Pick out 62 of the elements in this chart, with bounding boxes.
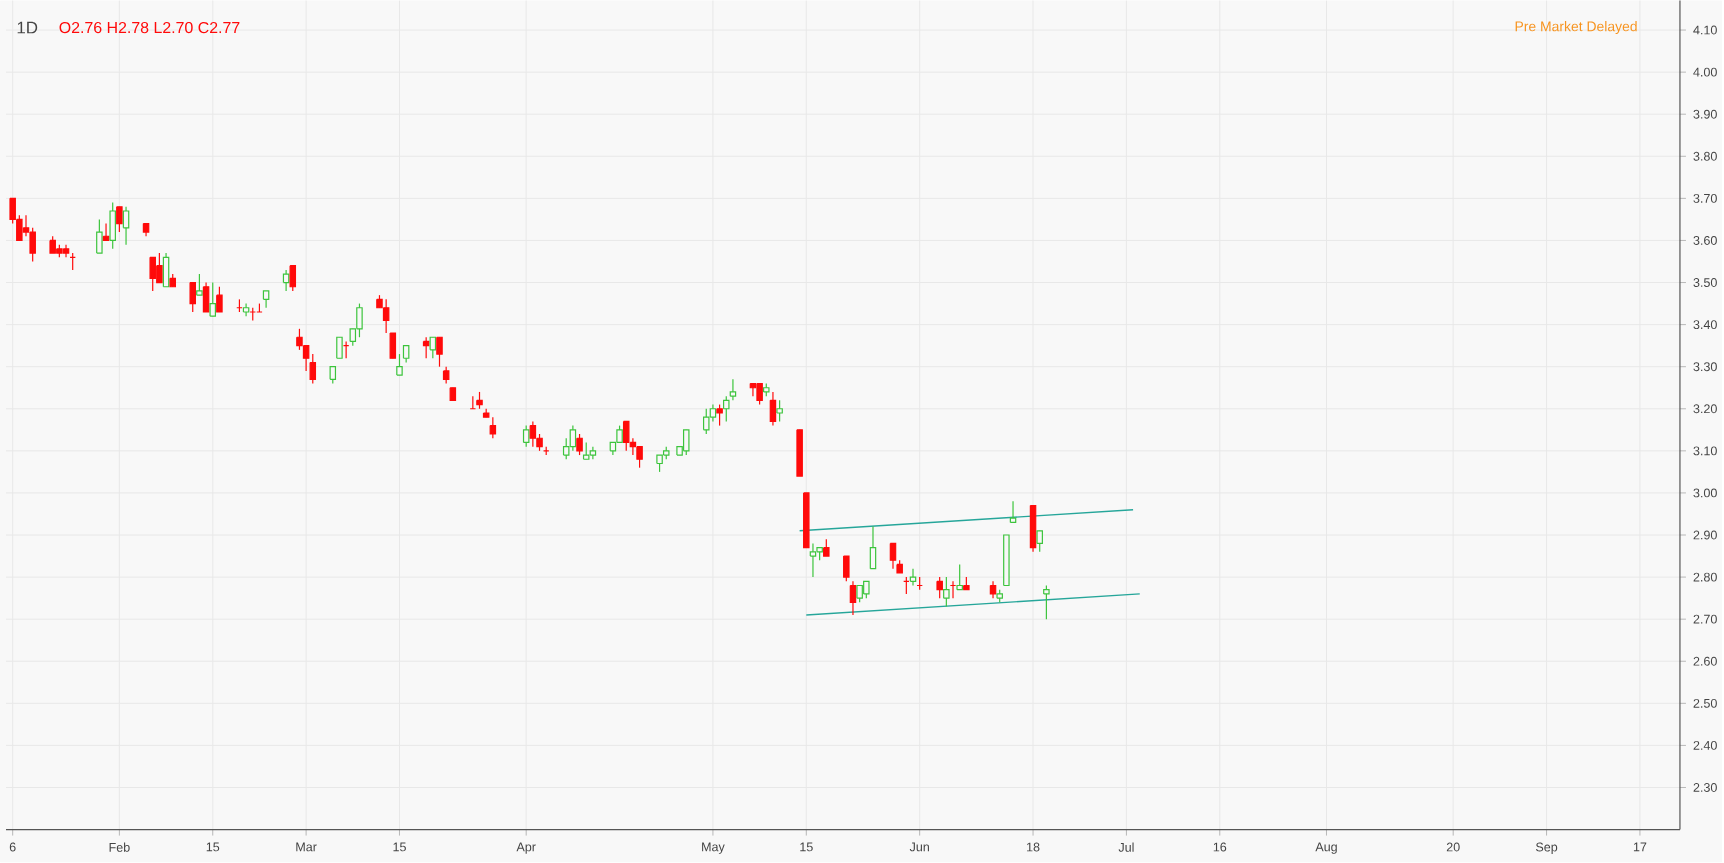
x-tick-label: Sep (1535, 842, 1558, 855)
y-tick-label: 2.30 (1693, 783, 1717, 793)
y-tick-label: 2.70 (1693, 614, 1717, 624)
x-tick-label: 15 (393, 842, 406, 852)
x-tick-label: Feb (109, 842, 130, 853)
x-tick-label: May (702, 842, 725, 855)
candlestick (1036, 530, 1043, 553)
y-tick-label: 3.60 (1693, 236, 1717, 246)
candlestick (196, 273, 203, 296)
candlestick (769, 391, 777, 427)
text: 1D (17, 21, 38, 34)
candlestick (96, 219, 103, 254)
y-tick-label: 2.60 (1693, 657, 1717, 666)
y-tick-label: 3.70 (1693, 194, 1717, 204)
candlestick (909, 568, 917, 587)
x-tick-label: Mar (296, 842, 317, 852)
candlestick (943, 576, 950, 608)
x-tick-label: 16 (1213, 842, 1227, 852)
candlestick (729, 378, 737, 402)
y-tick-label: 2.40 (1693, 741, 1717, 751)
x-tick-label: 20 (1446, 842, 1460, 852)
x-tick-label: Apr (516, 842, 536, 855)
candlestick (216, 286, 223, 313)
x-tick-label: 18 (1027, 842, 1040, 852)
x-tick-label: Aug (1315, 842, 1337, 855)
candlestick (189, 282, 197, 313)
candlestick (936, 576, 943, 599)
x-tick-label: 15 (206, 842, 220, 852)
candlestick (889, 543, 897, 570)
candlestick (956, 564, 963, 591)
y-tick-label: 3.90 (1693, 109, 1717, 119)
candlestick (282, 269, 290, 292)
x-tick-label: Jun (909, 842, 929, 852)
y-tick-label: 3.20 (1693, 404, 1717, 414)
y-tick-label: 2.80 (1693, 572, 1717, 582)
y-tick-label: 2.50 (1693, 699, 1717, 709)
candlestick (869, 526, 877, 570)
y-tick-label: 2.90 (1693, 530, 1717, 540)
candlestick (209, 282, 217, 318)
y-tick-label: 3.50 (1693, 278, 1717, 288)
x-tick-label: 15 (800, 842, 813, 852)
candlestick (716, 404, 723, 427)
y-tick-label: 4.00 (1693, 67, 1717, 77)
candlestick (776, 399, 783, 423)
y-tick-label: 3.80 (1693, 152, 1717, 161)
text: O2.76 H2.78 L2.70 C2.77 (59, 22, 240, 34)
candlestick (723, 395, 730, 423)
candlestick (843, 555, 850, 583)
y-tick-label: 3.10 (1693, 446, 1717, 456)
y-tick-label: 3.00 (1693, 488, 1717, 498)
x-tick-label: Jul (1118, 842, 1134, 853)
x-tick-label: 6 (9, 842, 16, 852)
y-tick-label: 4.10 (1693, 25, 1717, 35)
x-tick-label: 17 (1633, 842, 1647, 852)
candlestick (289, 265, 297, 292)
candlestick (122, 206, 130, 246)
candlestick (1043, 585, 1050, 620)
annotation: Pre Market Delayed (1515, 21, 1637, 35)
y-tick-label: 3.30 (1693, 362, 1717, 372)
candlestick (116, 206, 123, 233)
y-tick-label: 3.40 (1693, 320, 1717, 330)
candlestick (849, 580, 857, 616)
